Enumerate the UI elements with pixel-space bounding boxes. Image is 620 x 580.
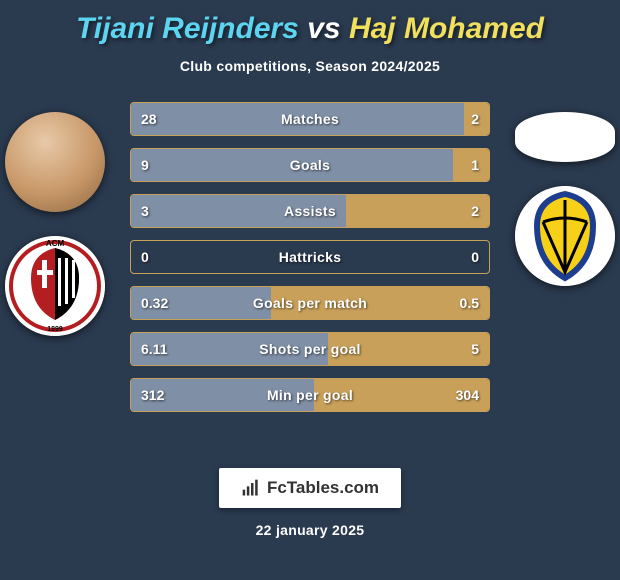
stat-row: 0Hattricks0 — [130, 240, 490, 274]
fctables-text: FcTables.com — [267, 478, 379, 498]
stat-label: Assists — [131, 203, 489, 219]
date-text: 22 january 2025 — [256, 522, 365, 538]
stat-label: Goals per match — [131, 295, 489, 311]
stat-row: 0.32Goals per match0.5 — [130, 286, 490, 320]
stat-row: 9Goals1 — [130, 148, 490, 182]
stat-label: Goals — [131, 157, 489, 173]
player1-name: Tijani Reijnders — [76, 12, 299, 45]
stat-label: Shots per goal — [131, 341, 489, 357]
stat-value-right: 5 — [471, 341, 479, 357]
svg-text:ACM: ACM — [46, 239, 65, 248]
stat-row: 6.11Shots per goal5 — [130, 332, 490, 366]
fctables-badge: FcTables.com — [219, 468, 401, 508]
stat-value-right: 304 — [456, 387, 479, 403]
svg-text:1899: 1899 — [47, 326, 63, 333]
footer: FcTables.com 22 january 2025 — [0, 468, 620, 538]
stat-label: Hattricks — [131, 249, 489, 265]
player1-club-logo: ACM 1899 — [5, 236, 105, 336]
stat-value-right: 2 — [471, 111, 479, 127]
stat-value-right: 0.5 — [460, 295, 479, 311]
vs-text: vs — [307, 12, 340, 45]
player1-column: ACM 1899 — [0, 102, 110, 336]
stat-row: 3Assists2 — [130, 194, 490, 228]
stat-label: Matches — [131, 111, 489, 127]
player1-photo — [5, 112, 105, 212]
stat-label: Min per goal — [131, 387, 489, 403]
player2-name: Haj Mohamed — [349, 12, 544, 45]
stat-value-right: 0 — [471, 249, 479, 265]
subtitle: Club competitions, Season 2024/2025 — [0, 58, 620, 74]
content-area: ACM 1899 28Matches2 9Goals1 3Assists2 0Hatt… — [0, 102, 620, 432]
stat-row: 312Min per goal304 — [130, 378, 490, 412]
comparison-title: Tijani Reijnders vs Haj Mohamed — [0, 0, 620, 46]
stat-value-right: 1 — [471, 157, 479, 173]
stat-row: 28Matches2 — [130, 102, 490, 136]
stat-value-right: 2 — [471, 203, 479, 219]
fctables-icon — [241, 478, 261, 498]
player2-photo — [515, 112, 615, 162]
player2-club-logo — [515, 186, 615, 286]
stats-list: 28Matches2 9Goals1 3Assists2 0Hattricks0 0.3… — [130, 102, 490, 412]
player2-column — [510, 102, 620, 286]
